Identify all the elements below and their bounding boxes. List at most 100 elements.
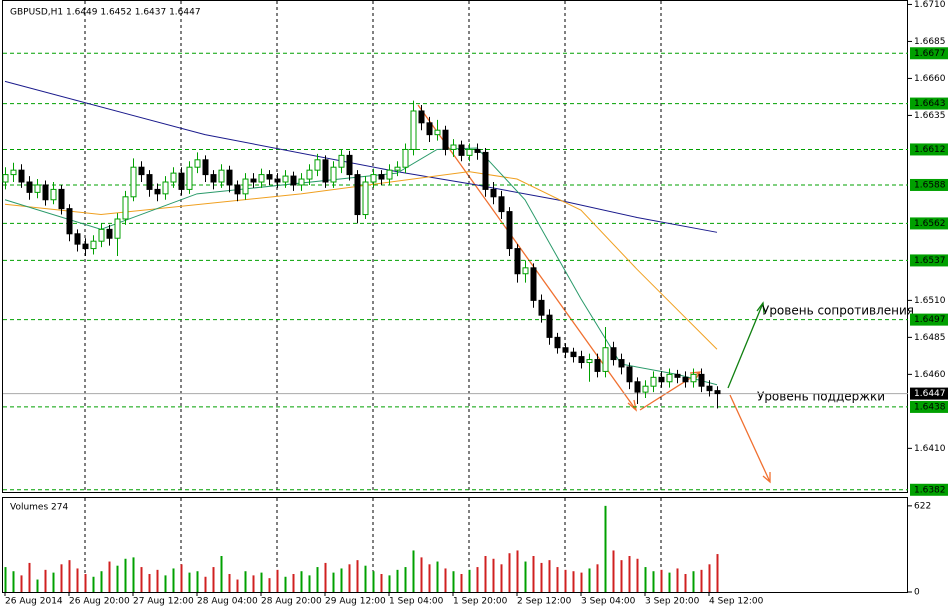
x-tick-label: 2 Sep 12:00 — [517, 597, 572, 607]
level-box — [910, 313, 948, 326]
candle-body — [186, 166, 193, 190]
candle-body — [338, 154, 345, 168]
candle-body — [642, 385, 649, 393]
candle-body — [354, 174, 361, 216]
candle-body — [570, 351, 577, 358]
candle-body — [426, 122, 433, 136]
candle-body — [322, 159, 329, 183]
candle-body — [42, 184, 49, 201]
candle-body — [250, 178, 257, 183]
candle-body — [418, 110, 425, 124]
current-price-box — [910, 387, 948, 400]
level-box — [910, 400, 948, 413]
candle-body — [506, 211, 513, 250]
candle-body — [442, 129, 449, 150]
candle-body — [682, 376, 689, 383]
level-label: 1.6438 — [914, 402, 946, 412]
candle-body — [386, 169, 393, 180]
x-tick-label: 1 Sep 04:00 — [389, 597, 444, 607]
candle-body — [162, 181, 169, 195]
level-box — [910, 143, 948, 156]
candle-body — [522, 267, 529, 275]
candle-body — [122, 196, 129, 220]
level-label: 1.6562 — [914, 219, 946, 229]
candle-body — [138, 166, 145, 176]
volume-pane — [2, 497, 908, 593]
level-label: 1.6612 — [914, 145, 946, 155]
level-label: 1.6382 — [914, 485, 946, 495]
candle-body — [466, 148, 473, 156]
candle-body — [538, 299, 545, 316]
y-tick-label: 1.6685 — [914, 37, 946, 47]
candle-body — [170, 172, 177, 183]
candle-body — [234, 184, 241, 195]
level-label: 1.6643 — [914, 99, 946, 109]
candle-body — [562, 347, 569, 353]
candle-body — [626, 366, 633, 383]
candle-body — [2, 174, 9, 183]
x-tick-label: 27 Aug 12:00 — [133, 597, 194, 607]
candle-body — [410, 110, 417, 150]
annotation: Уровень поддержки — [757, 390, 885, 404]
y-tick-label: 1.6660 — [914, 74, 946, 84]
arrow-head — [756, 301, 765, 314]
arrow — [729, 394, 771, 483]
level-label: 1.6588 — [914, 180, 946, 190]
candle-body — [594, 359, 601, 372]
candle-body — [546, 314, 553, 338]
candle-body — [362, 181, 369, 216]
candle-body — [490, 188, 497, 198]
candle-body — [394, 166, 401, 171]
arrow — [639, 371, 701, 411]
level-box — [910, 47, 948, 60]
candle-body — [370, 174, 377, 183]
candle-body — [434, 129, 441, 136]
candle-body — [530, 267, 537, 301]
candle-body — [578, 356, 585, 364]
candle-body — [130, 166, 137, 198]
candle-body — [514, 248, 521, 275]
level-label: 1.6497 — [914, 315, 946, 325]
candle-body — [178, 172, 185, 190]
x-tick-label: 4 Sep 12:00 — [709, 597, 764, 607]
arrow-head — [627, 399, 638, 412]
candle-body — [66, 208, 73, 235]
candle-body — [714, 390, 721, 395]
level-box — [910, 217, 948, 230]
candle-body — [218, 169, 225, 183]
chart-title: GBPUSD,H1 1.6449 1.6452 1.6437 1.6447 — [10, 8, 201, 18]
level-box — [910, 178, 948, 191]
candle-body — [346, 154, 353, 176]
candle-body — [106, 228, 113, 239]
candle-body — [298, 178, 305, 186]
candle-body — [402, 148, 409, 168]
v-tick-label: 0 — [914, 588, 920, 598]
x-tick-label: 28 Aug 20:00 — [261, 597, 322, 607]
arrow-head — [762, 472, 771, 484]
candle-body — [194, 159, 201, 168]
candle-body — [602, 347, 609, 372]
level-box — [910, 254, 948, 267]
candle-body — [650, 376, 657, 387]
candle-body — [98, 228, 105, 242]
indicator-line — [4, 171, 718, 350]
candle-body — [226, 169, 233, 186]
x-tick-label: 28 Aug 04:00 — [197, 597, 258, 607]
x-tick-label: 29 Aug 12:00 — [325, 597, 386, 607]
x-tick-label: 3 Sep 04:00 — [581, 597, 636, 607]
candle-body — [34, 184, 41, 193]
candle-body — [610, 347, 617, 361]
annotation: Уровень сопротивления — [762, 304, 914, 318]
candle-body — [330, 166, 337, 183]
candle-body — [658, 376, 665, 383]
candle-body — [282, 175, 289, 183]
candle-body — [74, 233, 81, 245]
candle-body — [474, 148, 481, 153]
candle-body — [242, 178, 249, 195]
level-label: 1.6677 — [914, 49, 946, 59]
y-tick-label: 1.6635 — [914, 111, 946, 121]
current-price-label: 1.6447 — [914, 389, 946, 399]
level-box — [910, 483, 948, 496]
